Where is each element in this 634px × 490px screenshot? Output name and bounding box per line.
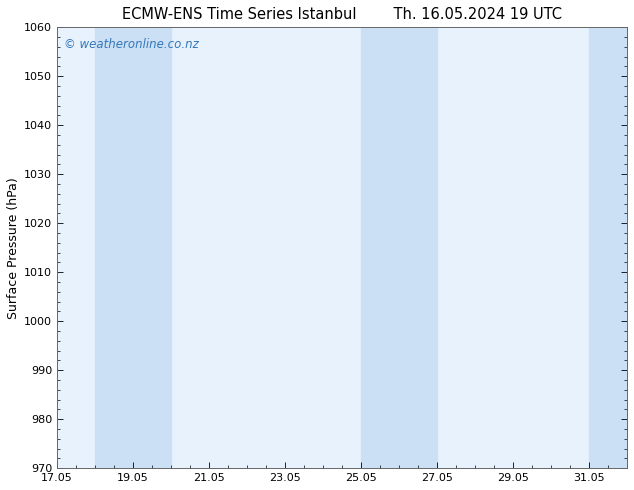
Bar <box>361 27 399 468</box>
Bar <box>95 27 133 468</box>
Bar <box>399 27 437 468</box>
Title: ECMW-ENS Time Series Istanbul        Th. 16.05.2024 19 UTC: ECMW-ENS Time Series Istanbul Th. 16.05.… <box>122 7 562 22</box>
Bar <box>133 27 171 468</box>
Text: © weatheronline.co.nz: © weatheronline.co.nz <box>64 38 198 51</box>
Bar <box>589 27 627 468</box>
Y-axis label: Surface Pressure (hPa): Surface Pressure (hPa) <box>7 177 20 318</box>
